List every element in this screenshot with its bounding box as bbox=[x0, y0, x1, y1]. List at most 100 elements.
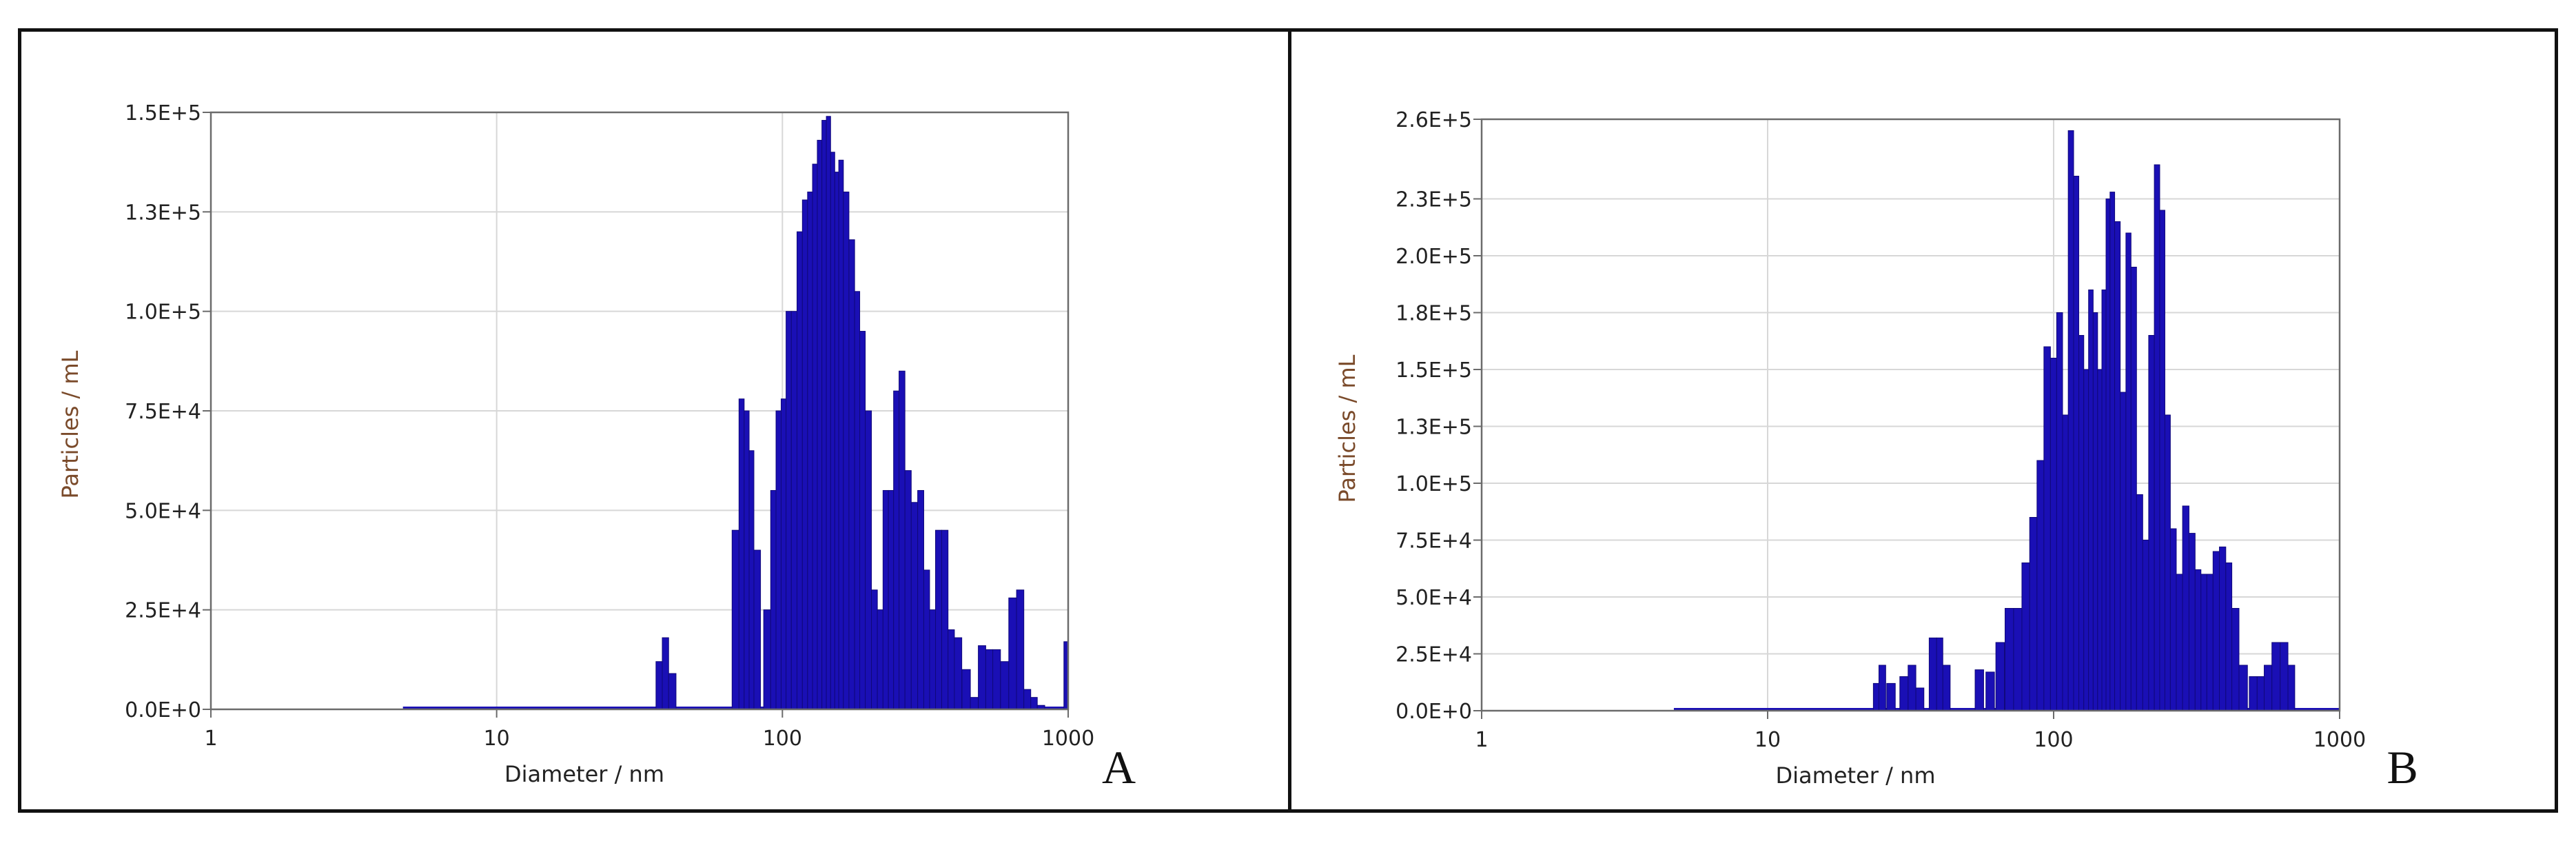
histogram-bar bbox=[2218, 546, 2226, 711]
histogram-bar bbox=[2029, 517, 2037, 711]
histogram-bar bbox=[2083, 369, 2089, 711]
histogram-bar bbox=[817, 139, 823, 710]
histogram-bar bbox=[2067, 130, 2074, 711]
histogram-bar bbox=[2164, 414, 2171, 711]
histogram-bar bbox=[1878, 665, 1886, 711]
y-axis-title: Particles / mL bbox=[1334, 354, 1360, 503]
x-tick-label: 1000 bbox=[1042, 727, 1094, 751]
histogram-bar bbox=[2043, 346, 2051, 711]
histogram-bar bbox=[2175, 574, 2183, 711]
y-tick-label: 2.0E+5 bbox=[1396, 245, 1472, 269]
x-tick-label: 10 bbox=[484, 727, 510, 751]
histogram-bar bbox=[985, 649, 994, 710]
histogram-bar bbox=[2212, 551, 2220, 711]
histogram-bar bbox=[2114, 221, 2120, 711]
histogram-bar bbox=[2248, 676, 2258, 711]
histogram-bar bbox=[882, 489, 889, 710]
y-tick-label: 7.5E+4 bbox=[125, 400, 201, 424]
histogram-bar bbox=[797, 231, 803, 710]
y-tick-label: 1.0E+5 bbox=[1396, 472, 1472, 496]
histogram-bar bbox=[668, 673, 677, 710]
histogram-bar bbox=[1008, 597, 1017, 710]
histogram-bar bbox=[2182, 505, 2189, 711]
histogram-bar bbox=[1885, 682, 1896, 711]
histogram-bar bbox=[910, 502, 919, 710]
histogram-bar bbox=[826, 116, 831, 710]
histogram-bar bbox=[854, 291, 861, 710]
histogram-bar bbox=[899, 370, 906, 710]
histogram-bar bbox=[2169, 528, 2176, 711]
x-tick-label: 1 bbox=[1475, 728, 1488, 752]
histogram-bar bbox=[786, 311, 792, 710]
histogram-bar bbox=[2279, 642, 2289, 711]
chart-panel-a: 1 10 100 1000 0.0E+0 2.5E+4 5.0E+4 7.5E+4 1.0E+5… bbox=[21, 32, 1288, 809]
histogram-bar bbox=[929, 609, 937, 710]
histogram-bar bbox=[753, 549, 761, 710]
panel-label-a: A bbox=[1102, 741, 1136, 793]
histogram-bar bbox=[834, 172, 839, 710]
histogram-bar bbox=[904, 470, 912, 710]
histogram-bar bbox=[948, 629, 955, 710]
histogram-bar bbox=[935, 529, 942, 710]
histogram-bar bbox=[970, 697, 979, 710]
histogram-bar bbox=[865, 410, 872, 710]
histogram-bar bbox=[923, 569, 930, 710]
histogram-bar bbox=[770, 489, 777, 710]
y-tick-label: 2.5E+4 bbox=[1396, 643, 1472, 667]
histogram-bar bbox=[2271, 642, 2280, 711]
histogram-bar bbox=[2087, 290, 2094, 711]
histogram-bar bbox=[1915, 687, 1924, 711]
histogram-bar bbox=[888, 489, 895, 710]
histogram-bar bbox=[812, 163, 818, 710]
histogram-bar bbox=[1928, 637, 1937, 711]
histogram-bar bbox=[843, 191, 850, 710]
y-tick-label: 5.0E+4 bbox=[1396, 586, 1472, 610]
x-tick-label: 10 bbox=[1754, 728, 1780, 752]
histogram-bar bbox=[763, 609, 771, 710]
histogram-bar bbox=[1016, 589, 1025, 710]
histogram-bar bbox=[2021, 563, 2030, 711]
histogram-bar bbox=[2238, 665, 2248, 711]
histogram-bar bbox=[877, 609, 883, 710]
y-tick-label: 1.3E+5 bbox=[125, 201, 201, 225]
histogram-bar bbox=[2147, 335, 2155, 711]
histogram-bar bbox=[2004, 608, 2014, 711]
histogram-bar bbox=[2231, 608, 2239, 711]
histogram-bar bbox=[871, 589, 878, 710]
histogram-bar bbox=[2225, 563, 2232, 711]
y-tick-label: 1.5E+5 bbox=[125, 101, 201, 125]
histogram-bar bbox=[848, 239, 855, 710]
histogram-bar bbox=[1030, 697, 1038, 710]
y-axis-title: Particles / mL bbox=[57, 350, 83, 498]
histogram-bar bbox=[941, 529, 949, 710]
y-tick-label: 7.5E+4 bbox=[1396, 529, 1472, 554]
histogram-bar bbox=[2119, 392, 2126, 711]
histogram-bar bbox=[1023, 689, 1032, 710]
y-tick-label: 5.0E+4 bbox=[125, 499, 201, 523]
histogram-bar bbox=[2188, 533, 2196, 711]
histogram-bar bbox=[2078, 335, 2084, 711]
histogram-bar bbox=[748, 450, 755, 710]
histogram-bar bbox=[1872, 682, 1879, 711]
histogram-bar bbox=[2130, 267, 2137, 711]
panel-label-b: B bbox=[2386, 741, 2418, 793]
y-tick-label: 0.0E+0 bbox=[1396, 700, 1472, 724]
histogram-bar bbox=[1936, 637, 1943, 711]
y-tick-label: 2.3E+5 bbox=[1396, 188, 1472, 212]
histogram-bar bbox=[893, 390, 900, 710]
histogram-bar bbox=[2256, 676, 2265, 711]
histogram-bar bbox=[655, 661, 663, 710]
y-tick-label: 1.5E+5 bbox=[1396, 358, 1472, 383]
histogram-bar bbox=[961, 669, 971, 710]
histogram-bar bbox=[2194, 569, 2201, 711]
histogram-bar bbox=[821, 120, 827, 710]
histogram-bar bbox=[775, 410, 781, 710]
histogram-bar bbox=[807, 191, 813, 710]
chart-b: 1 10 100 1000 0.0E+0 2.5E+4 5.0E+4 7.5E+4 1.0E+5… bbox=[1334, 108, 2366, 789]
histogram-bar bbox=[738, 398, 745, 710]
histogram-bar bbox=[2073, 176, 2079, 711]
histogram-bar bbox=[2096, 369, 2103, 711]
y-tick-label: 2.5E+4 bbox=[125, 599, 201, 623]
x-tick-label: 1000 bbox=[2313, 728, 2365, 752]
histogram-bar bbox=[2154, 164, 2160, 711]
